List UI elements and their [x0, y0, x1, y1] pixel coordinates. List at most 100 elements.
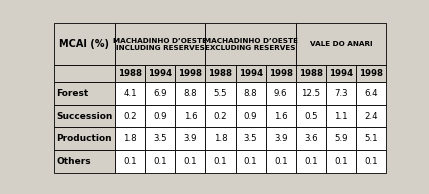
Text: 0.1: 0.1	[244, 157, 257, 166]
Text: 2.4: 2.4	[364, 112, 378, 121]
Text: 3.9: 3.9	[184, 134, 197, 143]
Text: 5.9: 5.9	[334, 134, 347, 143]
Bar	[115, 127, 145, 150]
Text: 1.8: 1.8	[214, 134, 227, 143]
Bar	[54, 127, 115, 150]
Bar	[205, 65, 236, 82]
Bar	[326, 105, 356, 127]
Text: VALE DO ANARI: VALE DO ANARI	[310, 41, 372, 47]
Bar	[145, 150, 175, 173]
Text: 0.1: 0.1	[304, 157, 317, 166]
Text: 1.1: 1.1	[334, 112, 348, 121]
Bar	[266, 65, 296, 82]
Text: 3.9: 3.9	[274, 134, 287, 143]
Bar	[54, 150, 115, 173]
Text: 1.6: 1.6	[274, 112, 287, 121]
Bar	[326, 65, 356, 82]
Bar	[115, 65, 145, 82]
Bar	[145, 82, 175, 105]
Bar	[356, 82, 386, 105]
Bar	[236, 65, 266, 82]
Bar	[205, 150, 236, 173]
Text: 12.5: 12.5	[301, 89, 320, 98]
Text: MCAI (%): MCAI (%)	[59, 39, 109, 49]
Text: 1.8: 1.8	[124, 134, 137, 143]
Bar	[326, 82, 356, 105]
Text: 0.2: 0.2	[124, 112, 137, 121]
Bar	[145, 127, 175, 150]
Text: 0.1: 0.1	[274, 157, 287, 166]
Text: 0.1: 0.1	[154, 157, 167, 166]
Text: Succession: Succession	[56, 112, 113, 121]
Bar	[296, 82, 326, 105]
Bar	[326, 127, 356, 150]
Bar	[296, 127, 326, 150]
Bar	[115, 150, 145, 173]
Text: 1988: 1988	[208, 69, 233, 78]
Text: 0.1: 0.1	[124, 157, 137, 166]
Text: 9.6: 9.6	[274, 89, 287, 98]
Bar	[145, 105, 175, 127]
Bar	[266, 105, 296, 127]
Text: 0.5: 0.5	[304, 112, 317, 121]
Text: Others: Others	[56, 157, 91, 166]
Text: 0.9: 0.9	[244, 112, 257, 121]
Text: 0.1: 0.1	[334, 157, 348, 166]
Text: MACHADINHO D’OESTE
EXCLUDING RESERVES: MACHADINHO D’OESTE EXCLUDING RESERVES	[204, 38, 298, 51]
Bar	[356, 127, 386, 150]
Bar	[356, 105, 386, 127]
Text: 1988: 1988	[299, 69, 323, 78]
Bar	[175, 150, 205, 173]
Bar	[205, 105, 236, 127]
Bar	[54, 65, 115, 82]
Bar	[145, 65, 175, 82]
Text: 1998: 1998	[269, 69, 293, 78]
Bar	[175, 82, 205, 105]
Text: 6.9: 6.9	[154, 89, 167, 98]
Text: Forest: Forest	[56, 89, 88, 98]
Bar	[205, 23, 296, 65]
Text: 1994: 1994	[329, 69, 353, 78]
Bar	[266, 150, 296, 173]
Bar	[236, 127, 266, 150]
Bar	[296, 65, 326, 82]
Text: Production: Production	[56, 134, 112, 143]
Bar	[115, 105, 145, 127]
Text: 3.5: 3.5	[244, 134, 257, 143]
Bar	[175, 105, 205, 127]
Text: 5.5: 5.5	[214, 89, 227, 98]
Text: MACHADINHO D’OESTE
INCLUDING RESERVES: MACHADINHO D’OESTE INCLUDING RESERVES	[113, 38, 207, 51]
Text: 4.1: 4.1	[124, 89, 137, 98]
Bar	[115, 82, 145, 105]
Text: 1998: 1998	[178, 69, 202, 78]
Bar	[296, 23, 386, 65]
Bar	[115, 23, 205, 65]
Bar	[296, 150, 326, 173]
Text: 0.1: 0.1	[214, 157, 227, 166]
Text: 3.6: 3.6	[304, 134, 317, 143]
Bar	[266, 82, 296, 105]
Text: 7.3: 7.3	[334, 89, 348, 98]
Text: 0.9: 0.9	[154, 112, 167, 121]
Text: 1994: 1994	[239, 69, 263, 78]
Bar	[266, 127, 296, 150]
Bar	[175, 65, 205, 82]
Text: 6.4: 6.4	[364, 89, 378, 98]
Text: 1994: 1994	[148, 69, 172, 78]
Bar	[356, 65, 386, 82]
Text: 5.1: 5.1	[364, 134, 378, 143]
Text: 8.8: 8.8	[184, 89, 197, 98]
Bar	[205, 127, 236, 150]
Bar	[236, 150, 266, 173]
Bar	[236, 105, 266, 127]
Bar	[54, 23, 115, 65]
Bar	[54, 105, 115, 127]
Text: 0.1: 0.1	[364, 157, 378, 166]
Text: 1.6: 1.6	[184, 112, 197, 121]
Bar	[205, 82, 236, 105]
Bar	[356, 150, 386, 173]
Bar	[296, 105, 326, 127]
Bar	[175, 127, 205, 150]
Text: 0.1: 0.1	[184, 157, 197, 166]
Text: 1998: 1998	[359, 69, 383, 78]
